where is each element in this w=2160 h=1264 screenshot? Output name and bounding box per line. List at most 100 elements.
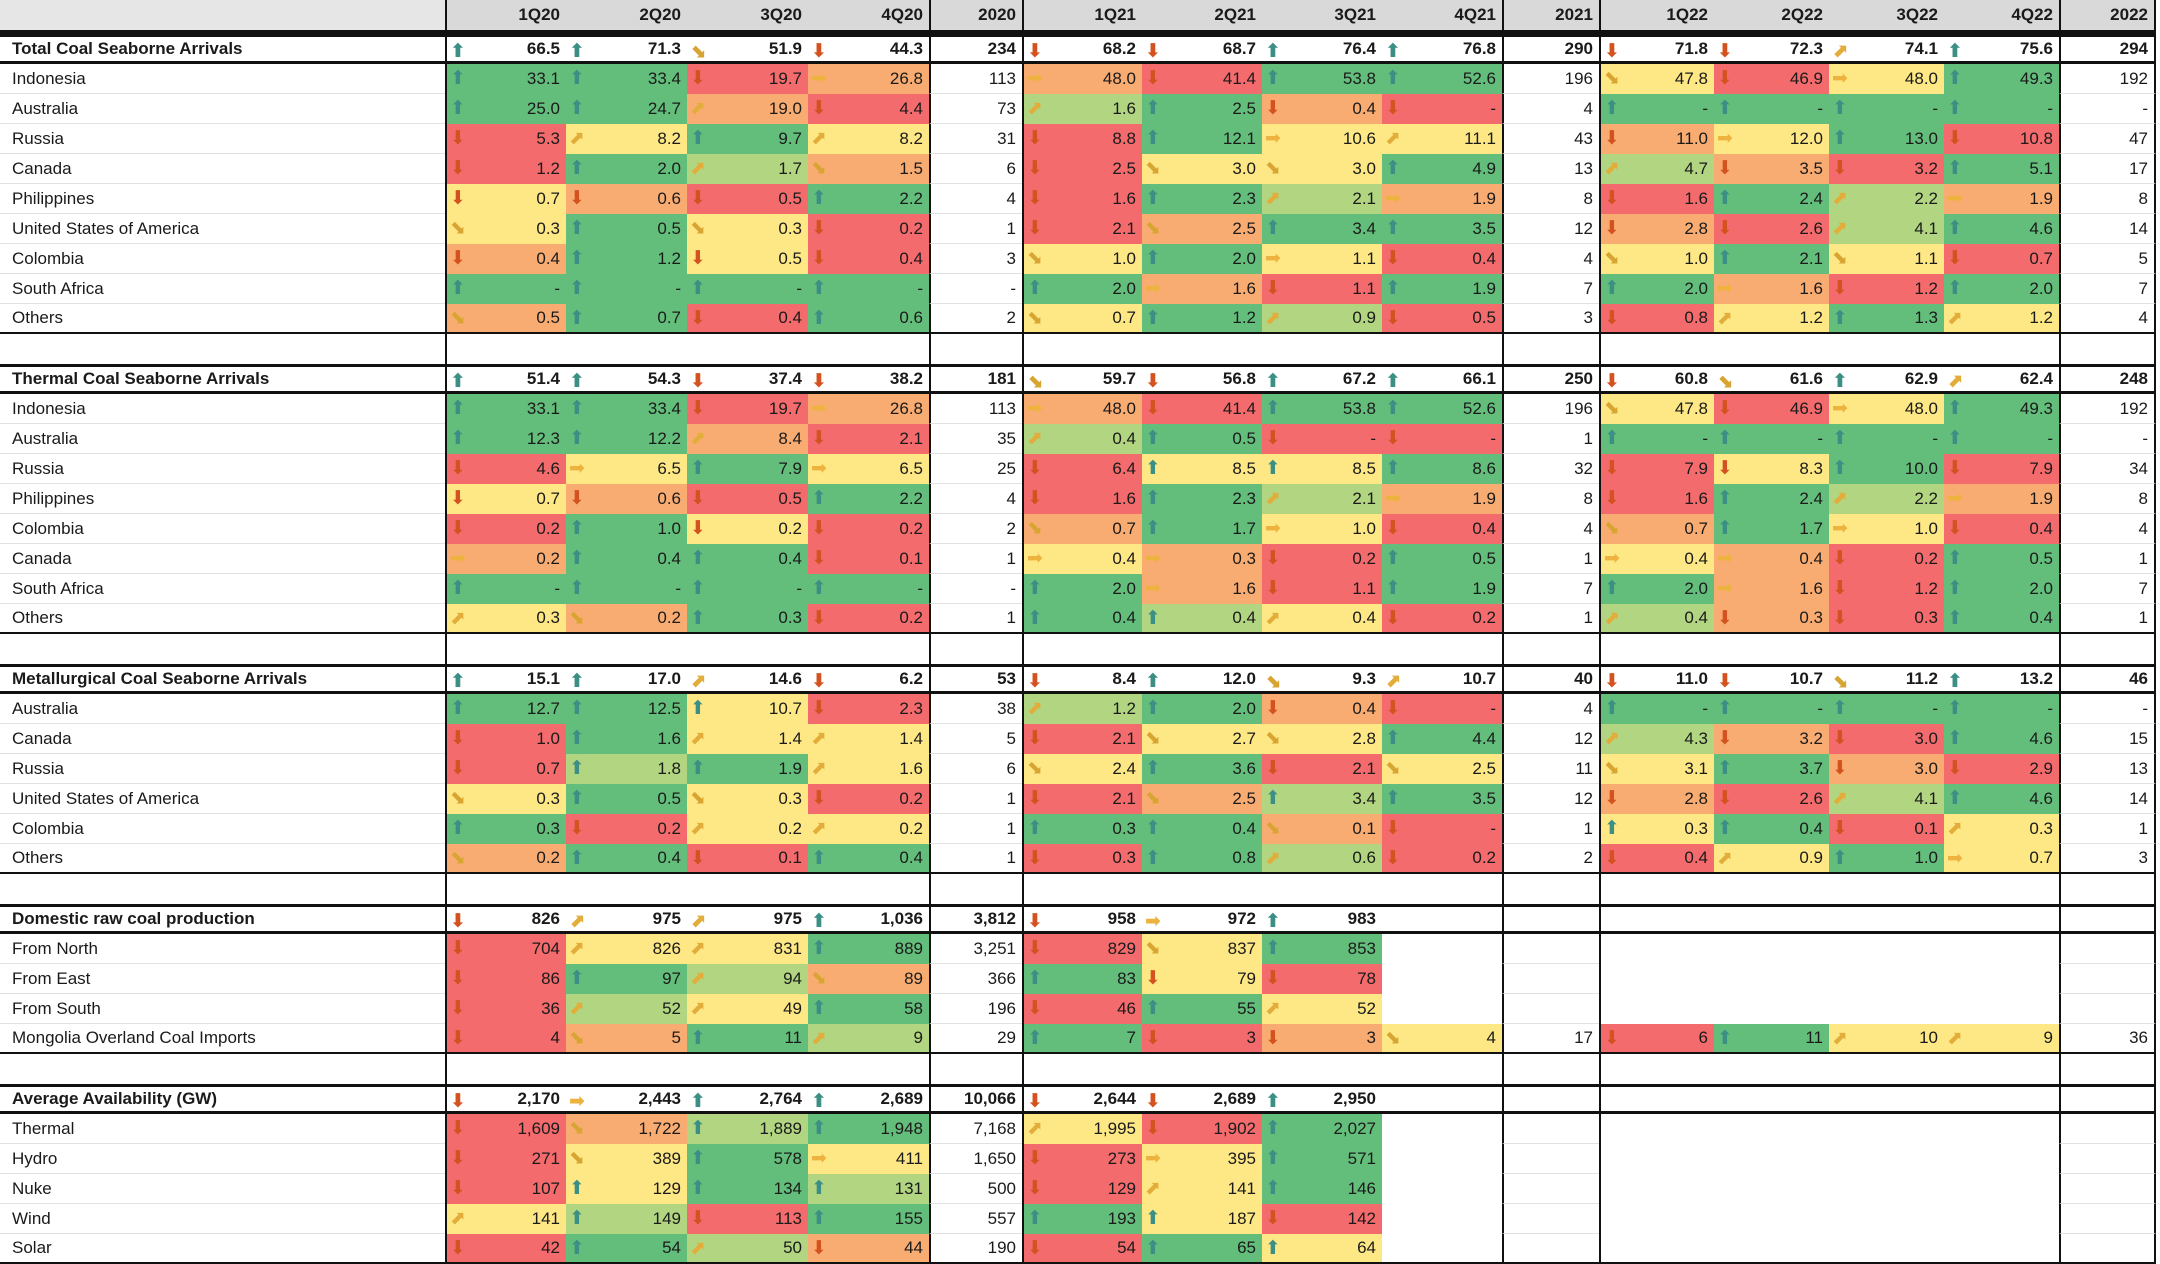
value-cell-2q21: ➡ 1.6	[1142, 574, 1262, 604]
cell-value: 19.7	[768, 69, 802, 88]
value-cell-4q22: ⬆ 5.1	[1944, 154, 2059, 184]
arrow-up-icon: ⬆	[450, 40, 466, 62]
value-cell-1q22: ⬆ 2.0	[1599, 274, 1714, 304]
cell-value: 2,689	[880, 1089, 923, 1108]
arrow-up-icon: ⬆	[1604, 817, 1620, 839]
cell-value: -	[917, 579, 923, 598]
value-cell-2q22	[1714, 964, 1829, 994]
value-cell-2q20: ⬆ 54.3	[566, 364, 687, 394]
value-cell-2q22: ➡ 0.4	[1714, 544, 1829, 574]
cell-value: 5.1	[2029, 159, 2053, 178]
value-cell-4q22: ➡ 1.9	[1944, 484, 2059, 514]
arrow-up-icon: ⬆	[1717, 187, 1733, 209]
row-label: Others	[0, 304, 445, 334]
cell-value: 1.2	[657, 249, 681, 268]
value-cell-3q21: ⬆ 8.5	[1262, 454, 1382, 484]
arrow-up-icon: ⬆	[1832, 97, 1848, 119]
cell-value: 155	[894, 1209, 923, 1228]
year-total-2021: 196	[1502, 64, 1599, 94]
value-cell-1q20: ⬇ 86	[445, 964, 566, 994]
arrow-down-icon: ⬇	[1145, 40, 1161, 62]
value-cell-1q20	[445, 634, 566, 664]
value-cell-3q22: ⬆ 10.0	[1829, 454, 1944, 484]
year-total-2021: 4	[1502, 94, 1599, 124]
value-cell-1q20: ⬆ 15.1	[445, 664, 566, 694]
year-total-2022: 17	[2059, 154, 2156, 184]
arrow-up-icon: ⬆	[1145, 817, 1161, 839]
arrow-up-icon: ⬆	[1265, 1237, 1281, 1259]
arrow-up-icon: ⬆	[690, 697, 706, 719]
arrow-down-right-icon: ⬊	[1832, 247, 1848, 269]
value-cell-4q22	[1944, 1054, 2059, 1084]
value-cell-2q22: ⬇ 72.3	[1714, 34, 1829, 64]
cell-value: 1.6	[1684, 189, 1708, 208]
arrow-up-icon: ⬆	[1265, 1117, 1281, 1139]
value-cell-1q22	[1599, 1234, 1714, 1264]
arrow-up-icon: ⬆	[569, 757, 585, 779]
value-cell-1q22	[1599, 874, 1714, 904]
value-cell-1q21: ⬇ 273	[1022, 1144, 1142, 1174]
row-label: United States of America	[0, 214, 445, 244]
column-header-3q22: 3Q22	[1829, 0, 1944, 34]
cell-value: 75.6	[2019, 39, 2053, 58]
cell-value: 71.3	[647, 39, 681, 58]
arrow-up-icon: ⬆	[1027, 967, 1043, 989]
cell-value: 3.4	[1352, 219, 1376, 238]
arrow-down-icon: ⬇	[1027, 997, 1043, 1019]
cell-value: 78	[1357, 969, 1376, 988]
cell-value: 33.1	[526, 399, 560, 418]
value-cell-1q20	[445, 334, 566, 364]
cell-value: 1,948	[880, 1119, 923, 1138]
cell-value: 89	[904, 969, 923, 988]
cell-value: 1.6	[1232, 579, 1256, 598]
cell-value: 0.4	[657, 848, 681, 867]
table-row: Wind ⬈ 141 ⬆ 149 ⬇ 113 ⬆ 155 557 ⬆ 193 ⬆ 187 ⬇ 142	[0, 1204, 2156, 1234]
cell-value: 1.4	[778, 729, 802, 748]
value-cell-2q21: ➡ 395	[1142, 1144, 1262, 1174]
arrow-up-icon: ⬆	[569, 547, 585, 569]
year-total-2022	[2059, 1204, 2156, 1234]
year-total-2022	[2059, 934, 2156, 964]
value-cell-4q22: ⬆ 4.6	[1944, 784, 2059, 814]
arrow-down-icon: ⬇	[1265, 697, 1281, 719]
value-cell-4q20: ⬆ 0.6	[808, 304, 929, 334]
value-cell-4q21: ⬇ 0.5	[1382, 304, 1502, 334]
arrow-down-icon: ⬇	[811, 1237, 827, 1259]
arrow-down-right-icon: ⬊	[1145, 937, 1161, 959]
cell-value: -	[1702, 99, 1708, 118]
column-header-2021: 2021	[1502, 0, 1599, 34]
value-cell-3q22: ⬆ 62.9	[1829, 364, 1944, 394]
arrow-down-icon: ⬇	[450, 1237, 466, 1259]
arrow-down-icon: ⬇	[1385, 607, 1401, 629]
value-cell-3q22: ➡ 48.0	[1829, 394, 1944, 424]
cell-value: 2.9	[2029, 759, 2053, 778]
cell-value: 68.7	[1222, 39, 1256, 58]
arrow-down-icon: ⬇	[1604, 787, 1620, 809]
year-total-2021: 3	[1502, 304, 1599, 334]
arrow-down-right-icon: ⬊	[1385, 1027, 1401, 1049]
table-row: Australia ⬆ 25.0 ⬆ 24.7 ⬈ 19.0 ⬇ 4.4 73 ⬈ 1.6 ⬆ 2.5 ⬇ 0…	[0, 94, 2156, 124]
cell-value: 0.4	[1799, 819, 1823, 838]
value-cell-1q22	[1599, 1114, 1714, 1144]
arrow-down-icon: ⬇	[1027, 1090, 1043, 1112]
value-cell-3q22	[1829, 1114, 1944, 1144]
value-cell-2q21: ⬇ 2,689	[1142, 1084, 1262, 1114]
cell-value: 2.2	[1914, 489, 1938, 508]
cell-value: 129	[652, 1179, 681, 1198]
value-cell-2q21: ⬊ 2.5	[1142, 784, 1262, 814]
cell-value: 3.6	[1232, 759, 1256, 778]
arrow-down-icon: ⬇	[450, 127, 466, 149]
arrow-down-icon: ⬇	[1717, 157, 1733, 179]
value-cell-4q21	[1382, 904, 1502, 934]
cell-value: 10.7	[768, 699, 802, 718]
value-cell-1q22: ⬆ 0.3	[1599, 814, 1714, 844]
arrow-right-icon: ➡	[1145, 577, 1161, 599]
year-total-2022: -	[2059, 424, 2156, 454]
value-cell-2q20: ⬆ 2.0	[566, 154, 687, 184]
row-label: Philippines	[0, 484, 445, 514]
arrow-down-icon: ⬇	[1947, 127, 1963, 149]
value-cell-4q22: ⬆ 2.0	[1944, 274, 2059, 304]
year-total-2021	[1502, 1234, 1599, 1264]
arrow-down-icon: ⬇	[811, 697, 827, 719]
cell-value: 8.5	[1232, 459, 1256, 478]
